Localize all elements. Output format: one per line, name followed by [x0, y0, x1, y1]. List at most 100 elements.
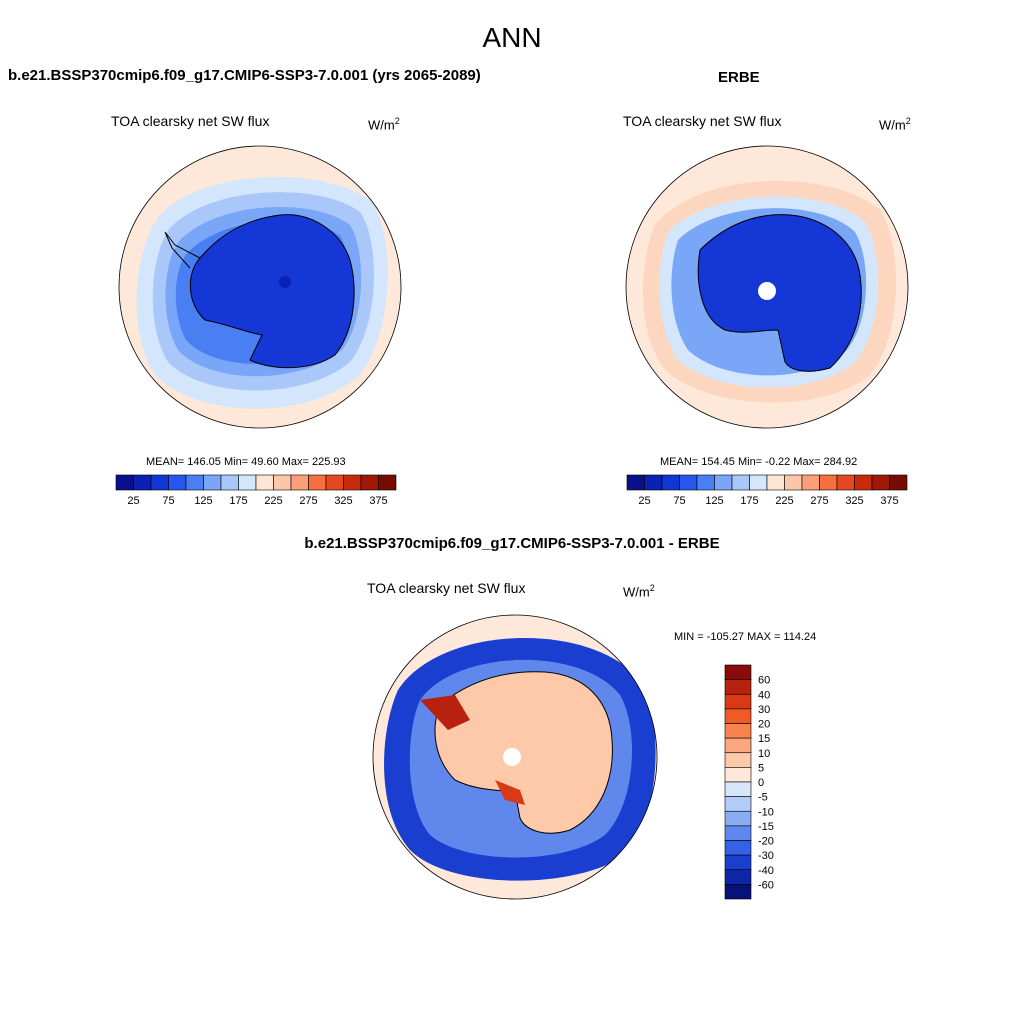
diff-colorbar-swatch	[724, 810, 752, 827]
obs-colorbar-tick-label: 75	[673, 495, 685, 507]
obs-colorbar: 25 75 125 175 225 275 325 375	[626, 474, 908, 507]
obs-units-label: W/m2	[879, 116, 911, 133]
diff-colorbar-tick-label: -30	[758, 850, 774, 862]
obs-colorbar-swatch	[731, 474, 750, 491]
diff-antarctica	[435, 671, 613, 834]
diff-colorbar: 60 40 30 20 15 10 5 0 -5 -10 -15 -20 -30 -40 -60	[724, 664, 774, 900]
model-map-border	[118, 145, 402, 429]
obs-colorbar-tick-label: 325	[845, 495, 863, 507]
obs-colorbar-swatch	[696, 474, 715, 491]
diff-colorbar-swatch	[724, 708, 752, 724]
model-colorbar-swatch	[203, 474, 222, 491]
diff-colorbar-swatch	[724, 796, 752, 812]
diff-colorbar-tick-label: -40	[758, 865, 774, 877]
obs-colorbar-tick-label: 225	[775, 495, 793, 507]
diff-colorbar-tick-label: 60	[758, 675, 770, 687]
diff-colorbar-swatch	[724, 781, 752, 797]
obs-polar-map	[625, 145, 909, 429]
diff-colorbar-swatch	[724, 752, 752, 768]
obs-pole-hole	[758, 282, 776, 300]
diff-colorbar-tick-label: 20	[758, 719, 770, 731]
obs-panel-title: ERBE	[718, 69, 760, 86]
model-colorbar-swatch	[150, 474, 169, 491]
diff-colorbar-swatch	[724, 723, 752, 739]
model-colorbar-swatch	[185, 474, 204, 491]
diff-colorbar-swatch	[724, 767, 752, 783]
obs-colorbar-tick-label: 125	[705, 495, 723, 507]
diff-colorbar-tick-label: -60	[758, 879, 774, 891]
diff-colorbar-tick-label: 0	[758, 777, 764, 789]
obs-colorbar-swatch	[784, 474, 803, 491]
diff-colorbar-tick-label: 40	[758, 689, 770, 701]
model-colorbar-tick-label: 225	[264, 495, 282, 507]
diff-colorbar-tick-label: 30	[758, 704, 770, 716]
model-colorbar-swatch	[378, 474, 397, 491]
diff-variable-label: TOA clearsky net SW flux	[367, 580, 526, 596]
model-colorbar-tick-label: 125	[194, 495, 212, 507]
model-variable-label: TOA clearsky net SW flux	[111, 113, 270, 129]
diff-stats: MIN = -105.27 MAX = 114.24	[674, 631, 817, 643]
model-colorbar: 25 75 125 175 225 275 325 375	[115, 474, 397, 507]
diff-colorbar-tick-label: 5	[758, 762, 764, 774]
diff-polar-map	[372, 614, 658, 900]
diff-colorbar-swatch	[724, 854, 752, 871]
model-colorbar-swatch	[273, 474, 292, 491]
diff-colorbar-swatch	[724, 693, 752, 710]
obs-colorbar-swatch	[836, 474, 855, 491]
obs-colorbar-tick-label: 25	[638, 495, 650, 507]
obs-colorbar-swatch	[854, 474, 873, 491]
diff-pole-hole	[503, 748, 521, 766]
model-colorbar-swatch	[325, 474, 344, 491]
obs-colorbar-swatch	[819, 474, 838, 491]
model-colorbar-swatch	[255, 474, 274, 491]
model-colorbar-tick-label: 325	[334, 495, 352, 507]
model-antarctica	[190, 214, 355, 368]
obs-colorbar-tick-label: 375	[880, 495, 898, 507]
model-stats: MEAN= 146.05 Min= 49.60 Max= 225.93	[146, 456, 346, 468]
model-colorbar-swatch	[133, 474, 152, 491]
model-coastline	[189, 214, 355, 369]
obs-colorbar-swatch	[661, 474, 680, 491]
obs-antarctica	[698, 214, 862, 372]
model-colorbar-swatch	[360, 474, 379, 491]
obs-colorbar-swatch	[749, 474, 768, 491]
model-colorbar-tick-label: 375	[369, 495, 387, 507]
obs-colorbar-swatch	[714, 474, 733, 491]
obs-colorbar-swatch	[679, 474, 698, 491]
diff-colorbar-tick-label: -20	[758, 836, 774, 848]
model-pole-patch	[279, 276, 291, 288]
diff-colorbar-tick-label: -15	[758, 821, 774, 833]
obs-colorbar-swatch	[626, 474, 645, 491]
model-panel-title: b.e21.BSSP370cmip6.f09_g17.CMIP6-SSP3-7.…	[8, 67, 481, 84]
obs-colorbar-swatch	[801, 474, 820, 491]
obs-colorbar-swatch	[871, 474, 890, 491]
model-polar-map	[118, 145, 402, 429]
model-colorbar-swatch	[220, 474, 239, 491]
model-colorbar-swatch	[238, 474, 257, 491]
obs-colorbar-swatch	[766, 474, 785, 491]
model-colorbar-swatch	[168, 474, 187, 491]
obs-map-border	[625, 145, 909, 429]
model-colorbar-tick-label: 175	[229, 495, 247, 507]
obs-colorbar-swatch	[644, 474, 663, 491]
diff-colorbar-tick-label: 15	[758, 733, 770, 745]
model-units-label: W/m2	[368, 116, 400, 133]
diff-colorbar-tick-label: 10	[758, 748, 770, 760]
diff-colorbar-swatch	[724, 825, 752, 841]
diff-units-label: W/m2	[623, 583, 655, 600]
diff-peninsula-positive	[420, 695, 470, 730]
model-colorbar-tick-label: 275	[299, 495, 317, 507]
model-colorbar-swatch	[343, 474, 362, 491]
model-colorbar-tick-label: 25	[127, 495, 139, 507]
model-colorbar-swatch	[115, 474, 134, 491]
obs-colorbar-tick-label: 275	[810, 495, 828, 507]
model-colorbar-swatch	[308, 474, 327, 491]
diff-colorbar-swatch	[724, 679, 752, 695]
diff-colorbar-tick-label: -10	[758, 806, 774, 818]
model-colorbar-swatch	[290, 474, 309, 491]
diff-coastline	[434, 671, 613, 834]
obs-variable-label: TOA clearsky net SW flux	[623, 113, 782, 129]
diff-colorbar-swatch	[724, 884, 752, 900]
obs-stats: MEAN= 154.45 Min= -0.22 Max= 284.92	[660, 456, 858, 468]
diff-colorbar-swatch	[724, 664, 752, 680]
